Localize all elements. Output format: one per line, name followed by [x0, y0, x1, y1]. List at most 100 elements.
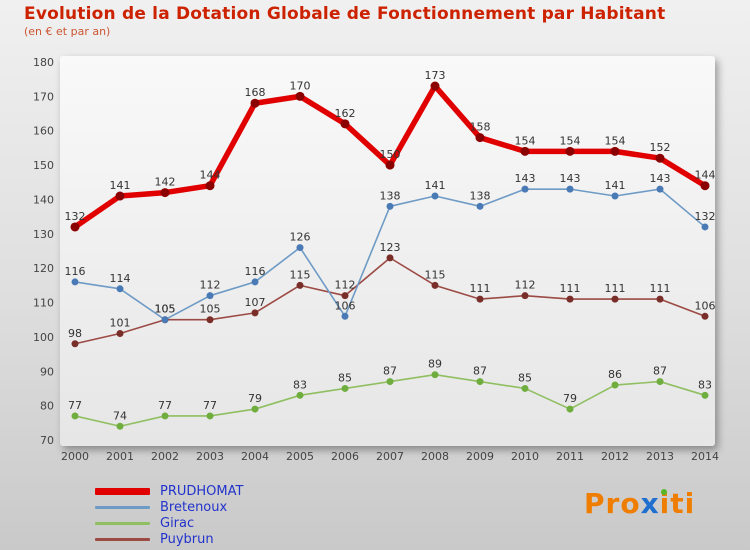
svg-text:170: 170	[290, 79, 311, 92]
svg-text:173: 173	[425, 69, 446, 82]
svg-text:154: 154	[515, 134, 536, 147]
legend-swatch-bretenoux	[95, 505, 150, 509]
svg-text:2012: 2012	[601, 450, 629, 463]
svg-text:180: 180	[33, 56, 54, 69]
svg-text:112: 112	[200, 279, 221, 292]
svg-text:143: 143	[515, 172, 536, 185]
svg-text:154: 154	[560, 134, 581, 147]
svg-text:74: 74	[113, 409, 127, 422]
legend-swatch-prudhomat	[95, 487, 150, 495]
svg-text:170: 170	[33, 90, 54, 103]
svg-text:111: 111	[605, 282, 626, 295]
svg-text:154: 154	[605, 134, 626, 147]
svg-text:105: 105	[155, 303, 176, 316]
svg-text:111: 111	[650, 282, 671, 295]
svg-text:112: 112	[515, 279, 536, 292]
svg-text:77: 77	[158, 399, 172, 412]
svg-text:85: 85	[338, 371, 352, 384]
svg-text:2001: 2001	[106, 450, 134, 463]
svg-text:80: 80	[40, 400, 54, 413]
svg-text:106: 106	[695, 299, 716, 312]
svg-text:79: 79	[248, 392, 262, 405]
legend-label-girac: Girac	[160, 515, 195, 531]
legend-item-puybrun: Puybrun	[95, 531, 243, 547]
svg-text:150: 150	[380, 148, 401, 161]
logo-part-pro: Pro	[584, 487, 641, 520]
svg-text:143: 143	[560, 172, 581, 185]
legend-item-prudhomat: PRUDHOMAT	[95, 483, 243, 499]
logo-part-i: i	[659, 487, 671, 520]
legend-item-bretenoux: Bretenoux	[95, 499, 243, 515]
svg-text:2013: 2013	[646, 450, 674, 463]
svg-text:107: 107	[245, 296, 266, 309]
svg-text:130: 130	[33, 228, 54, 241]
chart-header: Evolution de la Dotation Globale de Fonc…	[24, 4, 665, 38]
svg-text:141: 141	[605, 179, 626, 192]
page-subtitle: (en € et par an)	[24, 25, 111, 38]
svg-text:112: 112	[335, 279, 356, 292]
svg-text:83: 83	[293, 378, 307, 391]
svg-text:150: 150	[33, 159, 54, 172]
svg-text:2008: 2008	[421, 450, 449, 463]
svg-text:111: 111	[470, 282, 491, 295]
svg-text:115: 115	[290, 268, 311, 281]
svg-text:116: 116	[245, 265, 266, 278]
svg-text:87: 87	[473, 365, 487, 378]
svg-text:2000: 2000	[61, 450, 89, 463]
svg-text:114: 114	[110, 272, 131, 285]
svg-text:126: 126	[290, 231, 311, 244]
svg-text:132: 132	[695, 210, 716, 223]
svg-text:132: 132	[65, 210, 86, 223]
svg-text:123: 123	[380, 241, 401, 254]
svg-text:79: 79	[563, 392, 577, 405]
svg-text:120: 120	[33, 262, 54, 275]
svg-text:83: 83	[698, 378, 712, 391]
svg-text:2011: 2011	[556, 450, 584, 463]
svg-text:106: 106	[335, 299, 356, 312]
svg-text:138: 138	[470, 189, 491, 202]
svg-text:89: 89	[428, 358, 442, 371]
legend-label-bretenoux: Bretenoux	[160, 499, 228, 515]
svg-text:105: 105	[155, 303, 176, 316]
svg-text:77: 77	[203, 399, 217, 412]
legend-swatch-girac	[95, 521, 150, 525]
svg-text:138: 138	[380, 189, 401, 202]
svg-text:116: 116	[65, 265, 86, 278]
svg-text:111: 111	[560, 282, 581, 295]
legend: PRUDHOMAT Bretenoux Girac Puybrun	[95, 483, 243, 547]
svg-text:2004: 2004	[241, 450, 269, 463]
legend-item-girac: Girac	[95, 515, 243, 531]
svg-text:2007: 2007	[376, 450, 404, 463]
logo-part-ti: ti	[670, 487, 696, 520]
svg-text:140: 140	[33, 193, 54, 206]
svg-text:2005: 2005	[286, 450, 314, 463]
svg-text:98: 98	[68, 327, 82, 340]
svg-text:70: 70	[40, 434, 54, 447]
svg-text:141: 141	[425, 179, 446, 192]
svg-text:85: 85	[518, 371, 532, 384]
svg-text:144: 144	[695, 169, 716, 182]
svg-text:141: 141	[110, 179, 131, 192]
svg-text:152: 152	[650, 141, 671, 154]
legend-swatch-puybrun	[95, 537, 150, 541]
page-title: Evolution de la Dotation Globale de Fonc…	[24, 4, 666, 24]
svg-text:87: 87	[383, 365, 397, 378]
svg-text:77: 77	[68, 399, 82, 412]
line-chart: 70 80 90 100 110 120 130 140 150 160 170 180 2000 200…	[33, 56, 719, 463]
svg-text:110: 110	[33, 297, 54, 310]
proxiti-logo: Proxiti	[584, 487, 695, 520]
svg-text:2003: 2003	[196, 450, 224, 463]
svg-text:162: 162	[335, 107, 356, 120]
svg-text:90: 90	[40, 365, 54, 378]
svg-text:144: 144	[200, 169, 221, 182]
svg-text:143: 143	[650, 172, 671, 185]
logo-part-x: x	[640, 487, 660, 520]
legend-label-puybrun: Puybrun	[160, 531, 214, 547]
svg-text:101: 101	[110, 316, 131, 329]
svg-text:2006: 2006	[331, 450, 359, 463]
svg-text:168: 168	[245, 86, 266, 99]
svg-text:158: 158	[470, 121, 491, 134]
svg-text:160: 160	[33, 125, 54, 138]
legend-label-prudhomat: PRUDHOMAT	[160, 483, 244, 499]
